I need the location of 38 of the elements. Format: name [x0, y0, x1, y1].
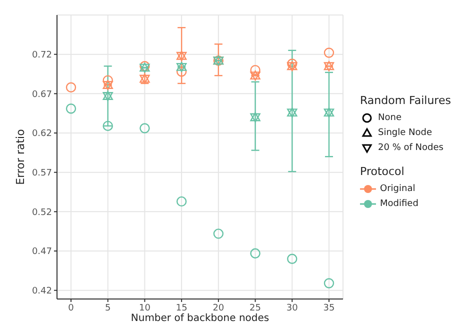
point [176, 66, 187, 77]
point [102, 75, 113, 86]
point [102, 120, 113, 132]
x-tick-label: 25 [250, 303, 262, 314]
legend-label: Original [380, 184, 416, 194]
y-tick-label: 0.52 [32, 208, 52, 218]
x-axis-title: Number of backbone nodes [130, 313, 270, 324]
legend-label: Modified [380, 198, 418, 208]
x-tick-label: 5 [104, 303, 111, 314]
y-axis-title: Error ratio [14, 128, 27, 185]
y-tick-label: 0.57 [32, 168, 52, 179]
x-tick-label: 20 [212, 303, 224, 314]
x-tick-label: 35 [323, 303, 335, 314]
text: Single Node [378, 128, 432, 138]
y-tick-label: 0.67 [32, 90, 52, 100]
point [66, 82, 76, 92]
point [287, 254, 298, 264]
text: Protocol [360, 165, 404, 178]
text: None [378, 112, 402, 122]
y-tick-label: 0.42 [32, 286, 52, 297]
x-tick-label: 15 [176, 303, 188, 314]
point [324, 278, 334, 288]
x-tick-label: 10 [138, 303, 151, 314]
y-tick-label: 0.62 [32, 129, 52, 140]
point [250, 64, 260, 76]
text: Random Failures [360, 94, 451, 107]
point [213, 228, 224, 239]
x-tick-label: 0 [68, 303, 74, 314]
point [287, 58, 298, 69]
point [66, 104, 76, 114]
x-tick-label: 30 [286, 303, 298, 314]
y-tick-label: 0.47 [32, 247, 52, 258]
point [176, 196, 187, 207]
point [324, 48, 334, 58]
text: 20 % of Nodes [378, 142, 444, 152]
y-tick-label: 0.72 [32, 50, 52, 61]
point [140, 123, 150, 134]
point [250, 248, 260, 258]
